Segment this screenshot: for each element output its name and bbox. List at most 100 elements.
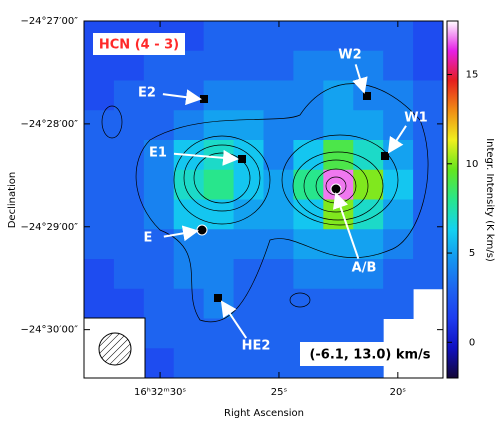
cell [353,288,384,319]
source-marker [238,155,246,163]
cell [263,110,294,141]
annotation-arrow [333,192,360,259]
cell [383,288,414,319]
cell [203,110,235,141]
cell [113,288,145,319]
cell [413,229,444,260]
source-marker [330,183,342,195]
cell [113,110,145,141]
cell [353,110,384,141]
cell [173,169,205,200]
annotation-label: W2 [338,48,361,63]
cell [323,288,354,319]
cell [323,140,354,171]
annotation-label: E [144,231,153,246]
cell [173,50,205,81]
cell [113,80,145,111]
annotation-label: HE2 [242,339,271,354]
cell [113,199,145,230]
cell [173,288,205,319]
cell [143,50,175,81]
y-axis-label: Declination [7,172,18,229]
cell [233,50,264,81]
annotation-arrow [220,300,248,339]
cell [263,288,294,319]
cell [293,21,324,52]
cell [233,80,264,111]
cell [293,259,324,290]
cell [143,169,175,200]
cell [113,140,145,171]
plot-frame [83,20,444,379]
annotations: E2 W2 W1 E1 E A/B HE2 [138,48,428,354]
cell [263,229,294,260]
colorbar [446,20,459,379]
annotation-arrow [352,64,368,94]
cell [203,50,235,81]
cell [203,259,235,290]
cell [173,348,205,379]
y-tick-label: −24°30′00″ [20,325,78,336]
source-marker [214,294,222,302]
annotation-label: W1 [404,111,427,126]
annotation-arrow [162,89,202,106]
cell [293,80,324,111]
y-tick-label: −24°28′00″ [20,119,78,130]
cell [323,259,354,290]
annotation-arrow [163,225,199,242]
cell [203,318,235,349]
cell [113,259,145,290]
velocity-box [300,342,440,366]
x-tick-label: 25ˢ [271,387,288,398]
annotation-arrow [387,125,407,154]
cell [293,199,324,230]
cell [203,140,235,171]
cell [84,199,115,230]
annotation-arrow [173,149,239,166]
cell [233,21,264,52]
cell [413,80,444,111]
cell [293,229,324,260]
y-tick-label: −24°29′00″ [20,222,78,233]
cell [113,50,145,81]
cell [233,199,264,230]
cell [84,288,115,319]
source-marker [381,152,389,160]
cell [233,348,264,379]
cell [84,229,115,260]
cell [84,259,115,290]
cell [413,50,444,81]
cell [383,169,414,200]
chart-title: HCN (4 - 3) [99,38,179,53]
cell [84,110,115,141]
cell [383,80,414,111]
cell [413,259,444,290]
cell [383,110,414,141]
cell [413,21,444,52]
cell [203,229,235,260]
cell [233,259,264,290]
cell [203,169,235,200]
cell [84,140,115,171]
source-marker [196,224,208,236]
cell [263,140,294,171]
cell [413,110,444,141]
cell [143,199,175,230]
beam [83,317,146,379]
cell [203,80,235,111]
cell [263,80,294,111]
cell [353,21,384,52]
cell [263,199,294,230]
cell [84,80,115,111]
cell [353,229,384,260]
cell [203,348,235,379]
cell [353,169,384,200]
cell [233,229,264,260]
cell [353,259,384,290]
cell [413,199,444,230]
cell [323,21,354,52]
cell [263,50,294,81]
annotation-label: E1 [149,146,167,161]
colorbar-label: Integr. Intensity (K km/s) [484,138,495,262]
